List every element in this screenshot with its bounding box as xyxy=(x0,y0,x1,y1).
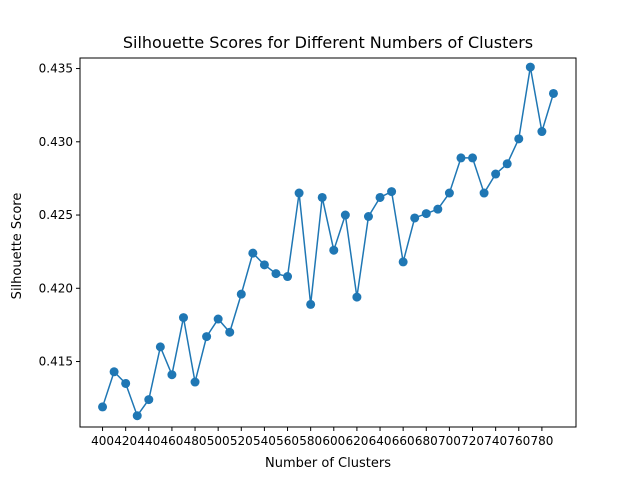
data-point xyxy=(421,209,431,219)
x-tick-label: 740 xyxy=(484,434,507,448)
data-point xyxy=(259,260,269,270)
chart-title: Silhouette Scores for Different Numbers … xyxy=(123,33,533,52)
x-tick-label: 560 xyxy=(276,434,299,448)
data-point xyxy=(98,402,108,412)
x-tick-label: 440 xyxy=(137,434,160,448)
data-point xyxy=(537,127,547,137)
x-tick-label: 640 xyxy=(369,434,392,448)
data-point xyxy=(167,370,177,380)
data-point xyxy=(132,411,142,421)
y-tick-label: 0.420 xyxy=(39,281,73,295)
data-point xyxy=(109,367,119,377)
data-point xyxy=(155,342,165,352)
data-point xyxy=(271,269,281,279)
x-tick-label: 660 xyxy=(392,434,415,448)
x-tick-label: 480 xyxy=(184,434,207,448)
data-point xyxy=(340,210,350,220)
data-point xyxy=(248,248,258,258)
data-point xyxy=(514,134,524,144)
data-point xyxy=(294,188,304,198)
y-axis-label: Silhouette Score xyxy=(10,193,25,300)
data-point xyxy=(306,299,316,309)
data-point xyxy=(202,332,212,342)
x-tick-label: 680 xyxy=(415,434,438,448)
x-tick-label: 760 xyxy=(507,434,530,448)
data-point xyxy=(178,313,188,323)
x-tick-label: 420 xyxy=(114,434,137,448)
x-tick-label: 700 xyxy=(438,434,461,448)
data-point xyxy=(398,257,408,267)
data-point xyxy=(352,292,362,302)
x-tick-label: 580 xyxy=(299,434,322,448)
y-tick-label: 0.430 xyxy=(39,135,73,149)
data-point xyxy=(329,245,339,255)
data-point xyxy=(491,169,501,179)
x-tick-label: 500 xyxy=(207,434,230,448)
data-point xyxy=(190,377,200,387)
y-tick-label: 0.415 xyxy=(39,355,73,369)
data-point xyxy=(502,159,512,169)
plot-frame xyxy=(79,57,577,428)
x-tick-label: 520 xyxy=(230,434,253,448)
x-tick-label: 460 xyxy=(160,434,183,448)
y-tick-label: 0.435 xyxy=(39,62,73,76)
data-point xyxy=(363,211,373,221)
data-point xyxy=(144,395,154,405)
x-tick-label: 720 xyxy=(461,434,484,448)
data-point xyxy=(525,62,535,72)
x-tick-label: 600 xyxy=(322,434,345,448)
data-point xyxy=(468,153,478,163)
x-tick-label: 540 xyxy=(253,434,276,448)
data-point xyxy=(375,192,385,202)
data-point xyxy=(479,188,489,198)
data-point xyxy=(213,314,223,324)
x-axis-label: Number of Clusters xyxy=(265,456,391,471)
x-tick-label: 780 xyxy=(530,434,553,448)
data-point xyxy=(456,153,466,163)
x-tick-label: 400 xyxy=(91,434,114,448)
data-point xyxy=(433,204,443,214)
data-point xyxy=(387,187,397,197)
x-tick-label: 620 xyxy=(345,434,368,448)
data-point xyxy=(410,213,420,223)
data-point xyxy=(444,188,454,198)
data-point xyxy=(317,192,327,202)
data-point xyxy=(225,327,235,337)
plot-area: 400 420 440 460 480 500 520 540 560 580 600 620 640 6… xyxy=(39,57,577,448)
data-point xyxy=(283,272,293,282)
data-point xyxy=(548,88,558,98)
data-point xyxy=(121,378,131,388)
y-tick-label: 0.425 xyxy=(39,208,73,222)
data-point xyxy=(236,289,246,299)
series-line xyxy=(101,66,555,417)
